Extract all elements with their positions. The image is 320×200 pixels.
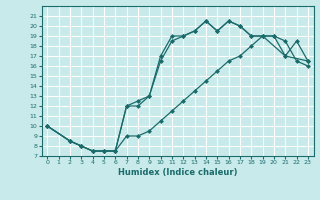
X-axis label: Humidex (Indice chaleur): Humidex (Indice chaleur) [118,168,237,177]
